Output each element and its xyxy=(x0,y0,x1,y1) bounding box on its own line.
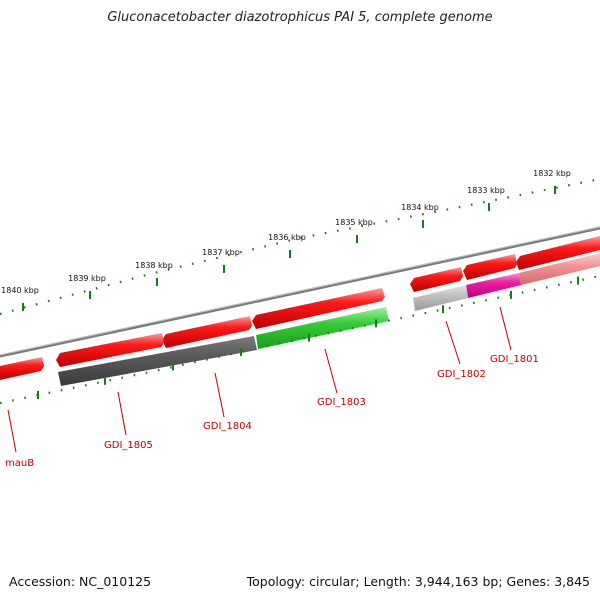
gene-label-gdi-1805: GDI_1805 xyxy=(104,440,153,451)
genome-summary-text: Topology: circular; Length: 3,944,163 bp… xyxy=(246,574,590,589)
kbp-label-1838: 1838 kbp xyxy=(135,261,173,270)
gene-arrow-1803[interactable] xyxy=(252,288,385,329)
kbp-label-1839: 1839 kbp xyxy=(68,274,106,283)
cds-features xyxy=(58,253,600,386)
kbp-label-1833: 1833 kbp xyxy=(467,186,505,195)
accession-text: Accession: NC_010125 xyxy=(9,574,152,589)
backbone-line xyxy=(0,226,600,358)
gene-label-maub: mauB xyxy=(5,458,34,469)
gene-arrow-1802[interactable] xyxy=(463,254,517,280)
cds-1802-light[interactable] xyxy=(413,285,468,311)
cds-1801-pink[interactable] xyxy=(519,253,600,285)
gene-label-gdi-1804: GDI_1804 xyxy=(203,421,252,432)
leader-1805 xyxy=(117,391,127,436)
inner-major-ticks xyxy=(37,276,579,399)
forward-genes xyxy=(0,236,600,380)
kbp-label-1835: 1835 kbp xyxy=(335,218,373,227)
leader-mauB xyxy=(7,409,17,453)
gene-label-gdi-1801: GDI_1801 xyxy=(490,354,539,365)
leader-1802 xyxy=(445,320,461,365)
outer-tick-track: 1832 kbp 1833 kbp 1834 kbp 1835 kbp 1836 kbp… xyxy=(0,169,600,316)
gene-arrow-1801[interactable] xyxy=(516,236,600,270)
map-title: Gluconacetobacter diazotrophicus PAI 5, … xyxy=(107,10,493,25)
gene-arrow-1803b[interactable] xyxy=(410,267,463,292)
leader-1801 xyxy=(499,306,512,351)
kbp-label-1837: 1837 kbp xyxy=(202,248,240,257)
gene-label-gdi-1802: GDI_1802 xyxy=(437,369,486,380)
backbone-highlight xyxy=(0,226,600,356)
kbp-label-1836: 1836 kbp xyxy=(268,233,306,242)
gene-arrow-1804[interactable] xyxy=(162,316,252,348)
cds-1803-green[interactable] xyxy=(256,307,389,349)
gene-labels: GDI_1801 GDI_1802 GDI_1803 GDI_1804 GDI_… xyxy=(5,354,539,469)
cds-1801-magenta[interactable] xyxy=(466,273,521,298)
kbp-label-1840: 1840 kbp xyxy=(1,286,39,295)
kbp-label-1834: 1834 kbp xyxy=(401,203,439,212)
gene-label-gdi-1803: GDI_1803 xyxy=(317,397,366,408)
major-ticks xyxy=(22,186,556,311)
kbp-label-1832: 1832 kbp xyxy=(533,169,571,178)
inner-tick-track xyxy=(0,274,600,405)
gene-arrow-1805[interactable] xyxy=(56,333,164,367)
leader-1804 xyxy=(214,372,225,418)
leader-lines xyxy=(7,306,512,453)
gene-arrow-mauB[interactable] xyxy=(0,357,44,380)
kbp-labels: 1832 kbp 1833 kbp 1834 kbp 1835 kbp 1836 kbp… xyxy=(1,169,571,295)
leader-1803 xyxy=(324,348,338,394)
cds-1804-dark[interactable] xyxy=(58,336,257,386)
